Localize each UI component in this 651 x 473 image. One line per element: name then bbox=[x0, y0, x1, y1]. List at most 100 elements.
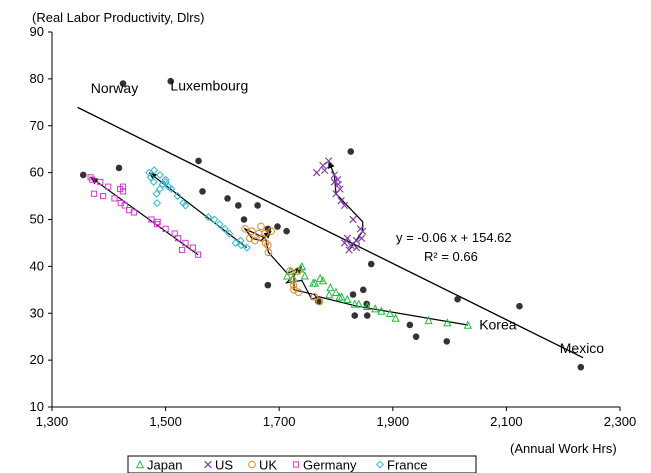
uk-point bbox=[289, 281, 298, 289]
germany-point bbox=[97, 178, 104, 186]
regression-r-squared: R² = 0.66 bbox=[424, 249, 478, 264]
germany-point bbox=[87, 174, 94, 181]
marker-stroke bbox=[356, 225, 365, 233]
france-point bbox=[158, 180, 167, 189]
marker-stroke bbox=[357, 234, 366, 242]
france-point bbox=[167, 185, 176, 194]
japan-point bbox=[377, 306, 386, 315]
uk-point bbox=[310, 293, 319, 301]
country-point bbox=[199, 188, 206, 195]
x-tick-label: 1,300 bbox=[36, 414, 69, 429]
us-point bbox=[334, 175, 342, 184]
france-point bbox=[179, 199, 188, 208]
uk-point bbox=[290, 286, 298, 294]
marker-stroke bbox=[319, 161, 327, 170]
legend: Japan US UK Germany France bbox=[127, 455, 477, 473]
marker-stroke bbox=[349, 215, 357, 224]
japan-point bbox=[385, 308, 395, 318]
us-point bbox=[352, 236, 361, 245]
germany-point bbox=[90, 190, 98, 197]
trajectory-line bbox=[90, 176, 199, 256]
germany-point bbox=[154, 218, 161, 225]
us-point bbox=[357, 234, 366, 242]
france-point bbox=[161, 175, 170, 184]
marker-stroke bbox=[330, 171, 338, 179]
y-tick-label: 10 bbox=[30, 399, 44, 414]
annotations: Norway Luxembourg Korea Mexico bbox=[91, 78, 605, 357]
country-point bbox=[195, 157, 202, 165]
marker-stroke bbox=[334, 175, 342, 184]
y-tick-label: 50 bbox=[30, 212, 44, 227]
france-point bbox=[150, 166, 159, 175]
germany-point bbox=[182, 239, 189, 247]
country-point bbox=[224, 195, 231, 202]
us-point bbox=[356, 225, 365, 233]
country-point bbox=[347, 148, 355, 155]
data-points bbox=[79, 77, 585, 371]
us-point bbox=[320, 166, 329, 174]
country-label: Mexico bbox=[560, 340, 605, 356]
y-tick-label: 80 bbox=[30, 71, 44, 86]
x-tick-label: 1,900 bbox=[377, 414, 410, 429]
uk-point bbox=[248, 227, 256, 236]
germany-point bbox=[171, 230, 178, 237]
arrow-head bbox=[263, 231, 272, 239]
country-point bbox=[115, 164, 123, 172]
y-tick-label: 60 bbox=[30, 165, 44, 180]
country-point bbox=[516, 302, 523, 310]
japan-point bbox=[463, 320, 472, 329]
us-point bbox=[330, 178, 338, 186]
us-point bbox=[319, 161, 327, 170]
france-point bbox=[220, 224, 229, 233]
country-point bbox=[351, 312, 359, 319]
country-point bbox=[79, 171, 87, 179]
country-point bbox=[359, 286, 367, 294]
country-point bbox=[367, 260, 375, 268]
x-tick-label: 2,100 bbox=[490, 414, 523, 429]
uk-point bbox=[264, 241, 272, 250]
legend-label: France bbox=[387, 458, 427, 473]
x-axis-label: (Annual Work Hrs) bbox=[510, 441, 617, 456]
marker-stroke bbox=[330, 178, 338, 186]
axis-ticks: 10 20 30 40 50 60 70 80 90 1,300 1,500 1,700 1,900 2,… bbox=[30, 24, 637, 429]
france-point bbox=[210, 215, 219, 224]
japan-point bbox=[443, 318, 452, 327]
germany-point bbox=[111, 195, 118, 202]
germany-point bbox=[126, 207, 133, 214]
country-label: Korea bbox=[479, 317, 517, 333]
france-point bbox=[237, 241, 246, 250]
france-point bbox=[155, 185, 164, 194]
legend-marker-france bbox=[375, 460, 385, 469]
country-point bbox=[443, 338, 451, 345]
france-point bbox=[164, 182, 173, 191]
country-point bbox=[240, 216, 248, 223]
y-tick-label: 70 bbox=[30, 118, 44, 133]
germany-point bbox=[117, 185, 124, 193]
uk-point bbox=[250, 236, 259, 245]
japan-point bbox=[391, 313, 400, 322]
regression-line bbox=[77, 106, 584, 359]
uk-point bbox=[241, 225, 249, 233]
marker-stroke bbox=[347, 241, 355, 249]
japan-point bbox=[297, 261, 307, 271]
japan-point bbox=[331, 287, 341, 296]
y-tick-label: 30 bbox=[30, 305, 44, 320]
country-label: Luxembourg bbox=[170, 78, 248, 94]
germany-point bbox=[178, 246, 186, 254]
marker-stroke bbox=[337, 197, 345, 205]
country-point bbox=[264, 281, 272, 289]
arrow-head bbox=[328, 160, 335, 169]
country-point bbox=[254, 202, 261, 209]
uk-point bbox=[294, 267, 302, 275]
us-point bbox=[343, 234, 352, 242]
legend-marker-germany bbox=[292, 461, 300, 468]
country-point bbox=[454, 295, 461, 303]
country-point bbox=[283, 227, 290, 235]
france-point bbox=[149, 177, 158, 187]
country-point bbox=[349, 291, 357, 298]
legend-marker-us bbox=[204, 460, 212, 469]
uk-point bbox=[267, 227, 276, 236]
japan-point bbox=[350, 299, 359, 308]
us-point bbox=[347, 241, 355, 249]
